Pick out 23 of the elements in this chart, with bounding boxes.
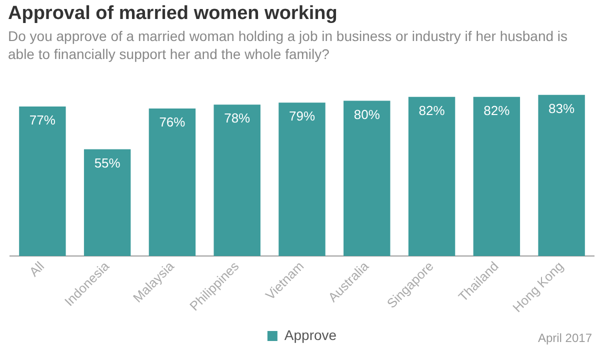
data-label: 77% xyxy=(29,112,56,128)
bar xyxy=(538,94,585,256)
bar xyxy=(84,149,131,256)
bar xyxy=(19,106,66,256)
bar xyxy=(278,102,326,256)
x-tick-label: All xyxy=(26,258,48,280)
bar xyxy=(214,104,260,256)
data-label: 80% xyxy=(354,106,380,122)
bar xyxy=(408,96,456,256)
bar xyxy=(344,100,390,256)
legend-label: Approve xyxy=(284,326,337,343)
data-label: 76% xyxy=(159,114,186,130)
data-label: 83% xyxy=(548,100,575,116)
chart-subtitle: Do you approve of a married woman holding a job in business or industry if her husband is able to financially support her and the whole family? xyxy=(8,27,569,63)
data-label: 82% xyxy=(418,102,446,118)
chart-title: Approval of married women working xyxy=(8,3,338,25)
text: April 2017 xyxy=(538,331,592,345)
data-label: 82% xyxy=(484,102,510,118)
bar xyxy=(148,108,196,256)
data-label: 55% xyxy=(94,155,121,170)
data-label: 79% xyxy=(288,108,316,124)
bar xyxy=(473,96,520,256)
data-label: 78% xyxy=(224,110,251,126)
